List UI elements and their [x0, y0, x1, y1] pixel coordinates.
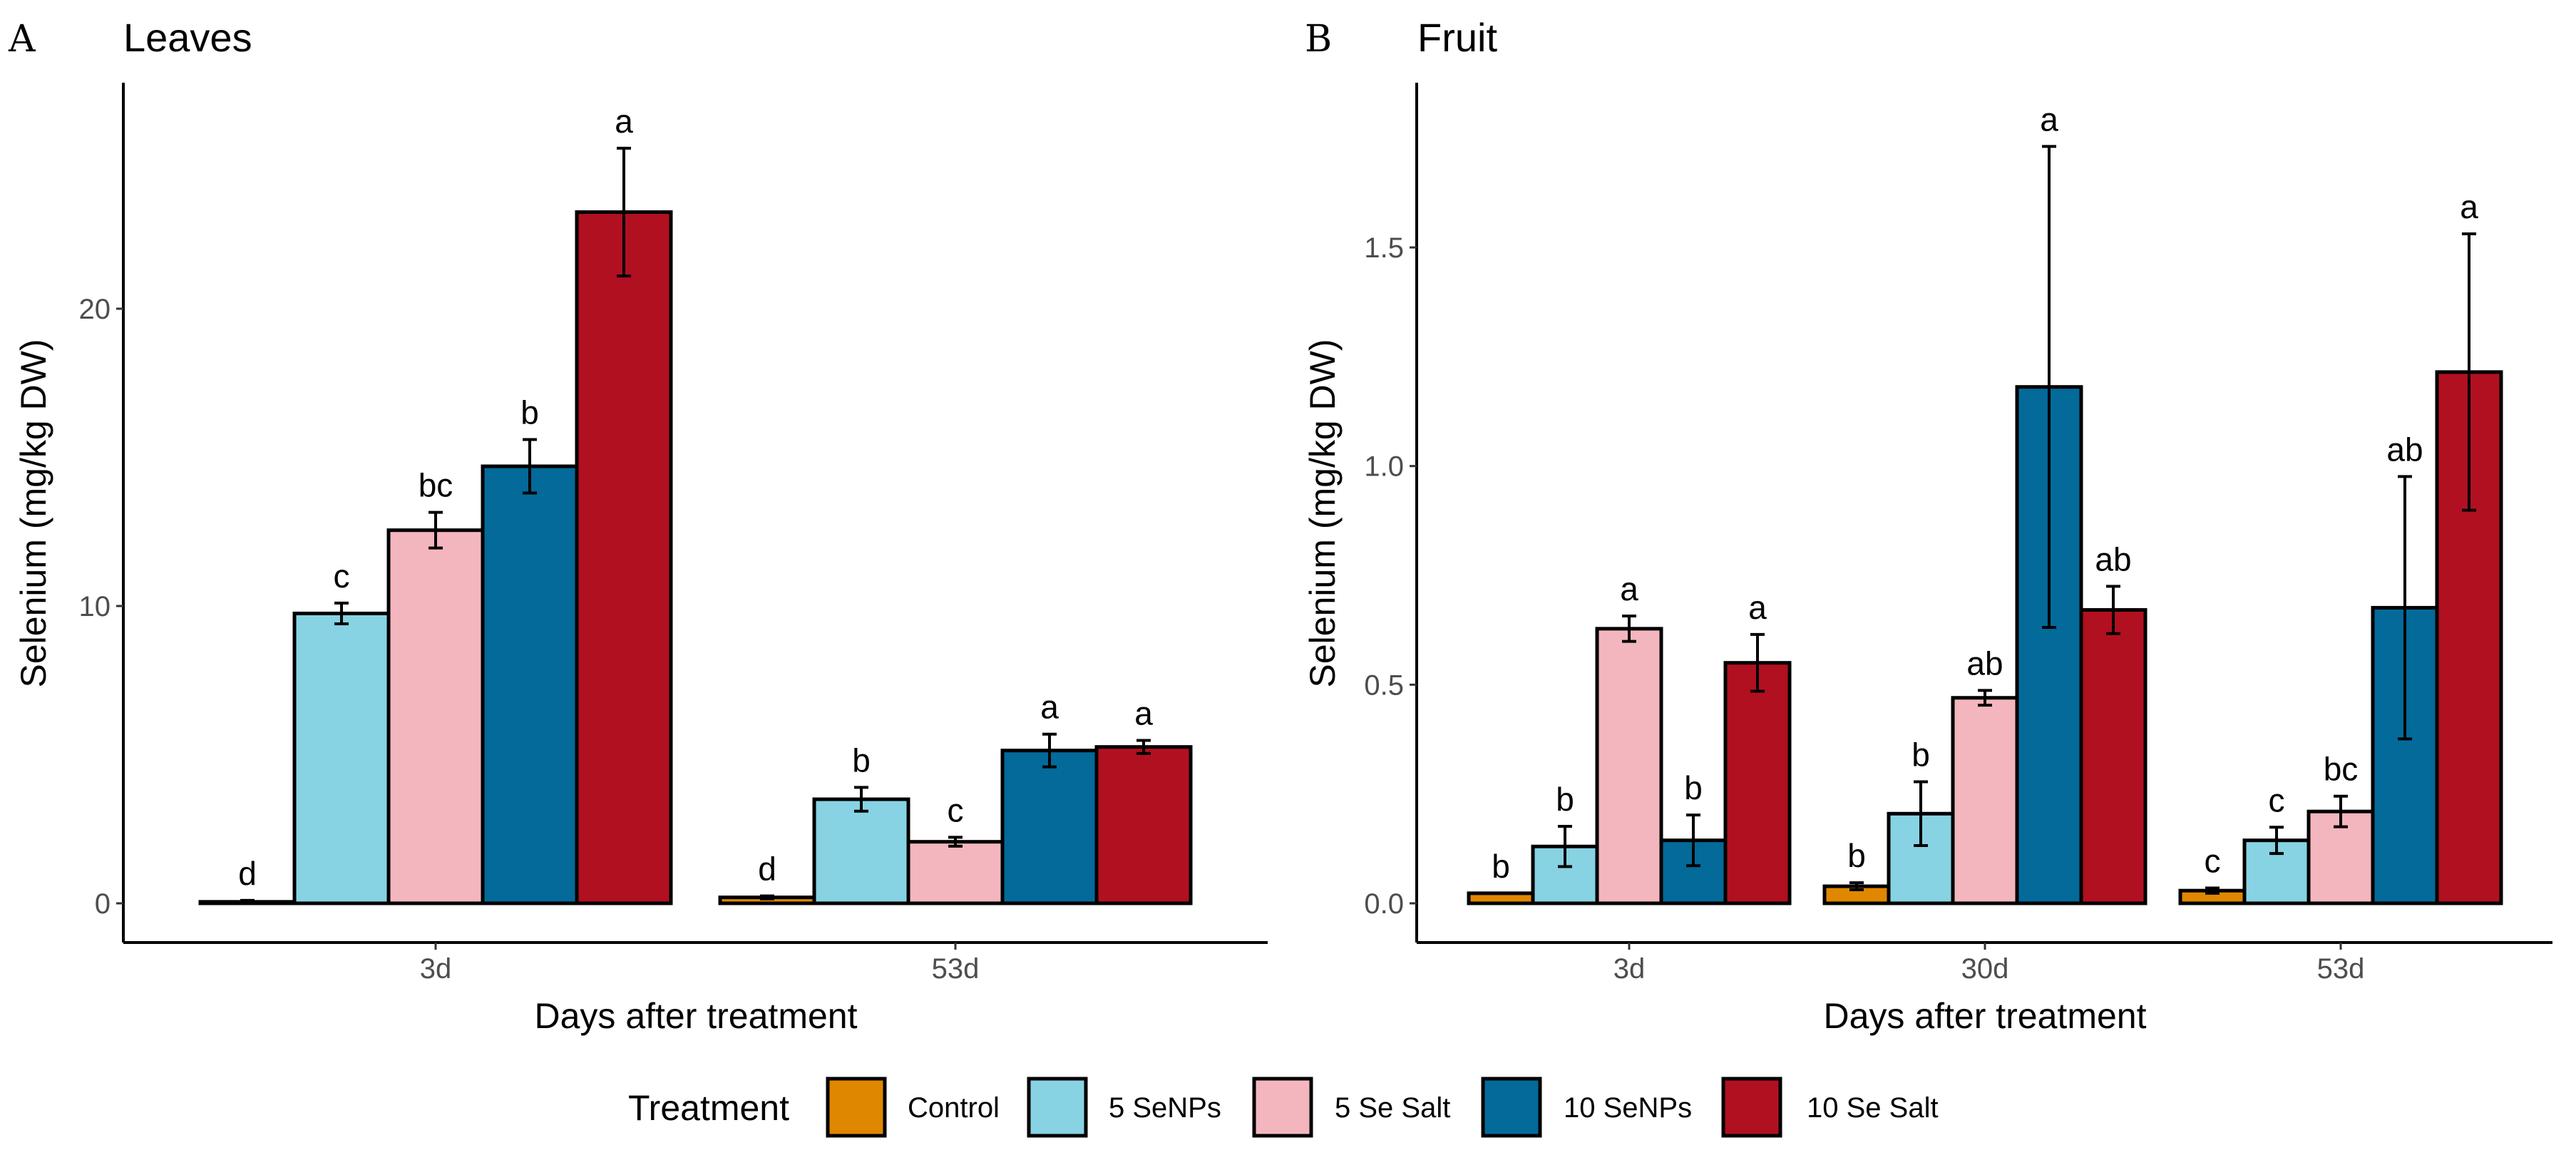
significance-letter: b [520, 394, 539, 431]
significance-letter: c [2269, 781, 2285, 818]
legend-label: 5 SeNPs [1109, 1092, 1221, 1124]
significance-letter: bc [2324, 751, 2359, 788]
significance-letter: b [1492, 848, 1510, 885]
significance-letter: ab [2095, 540, 2131, 577]
legend-swatch [1027, 1077, 1088, 1138]
significance-letter: a [1040, 689, 1059, 726]
significance-letter: bc [419, 467, 453, 504]
legend-swatch [826, 1077, 887, 1138]
significance-letter: b [1912, 736, 1930, 774]
panel-a-plot: 0 10 20 3d 53d d d c b bc c b a a a [79, 83, 1268, 985]
bar-5-senps [292, 611, 391, 905]
significance-letter: c [334, 558, 350, 595]
y-tick-label: 0.5 [1364, 669, 1404, 701]
bar-control [1467, 891, 1535, 905]
legend-label: Control [908, 1092, 1000, 1124]
panel-a-xlabel: Days after treatment [535, 996, 858, 1036]
x-tick-label: 53d [932, 953, 980, 985]
bar-5-senps [812, 797, 910, 905]
significance-letter: d [238, 855, 257, 892]
panel-a-ylabel: Selenium (mg/kg DW) [14, 339, 53, 688]
x-tick-label: 3d [1613, 953, 1646, 985]
significance-letter: b [1556, 781, 1574, 818]
legend-label: 10 Se Salt [1807, 1092, 1939, 1124]
significance-letter: c [948, 791, 964, 828]
significance-letter: b [852, 741, 871, 779]
x-tick-label: 30d [1961, 953, 2009, 985]
significance-letter: a [2460, 188, 2478, 225]
bar-5-se-salt [386, 528, 485, 905]
legend-title: Treatment [628, 1088, 789, 1128]
panel-a-letter: A [8, 18, 36, 61]
legend-label: 10 SeNPs [1564, 1092, 1692, 1124]
y-tick-label: 1.5 [1364, 232, 1404, 264]
significance-letter: a [615, 103, 633, 140]
legend-swatch [1481, 1077, 1542, 1138]
bar-10-senps [481, 464, 579, 905]
legend-swatch [1721, 1077, 1782, 1138]
x-tick-label: 53d [2317, 953, 2365, 985]
significance-letter: d [758, 851, 776, 888]
bar-10-se-salt [2079, 607, 2147, 905]
panel-a-title: Leaves [123, 15, 252, 60]
bar-5-se-salt [1951, 696, 2019, 905]
y-tick-label: 20 [79, 294, 111, 325]
bar-10-se-salt [1094, 745, 1193, 905]
panel-b-ylabel: Selenium (mg/kg DW) [1303, 339, 1343, 688]
significance-letter: a [2040, 101, 2058, 138]
panel-b-title: Fruit [1417, 15, 1497, 60]
bar-10-se-salt [575, 210, 673, 905]
significance-letter: ab [1966, 645, 2003, 682]
y-tick-label: 0 [95, 888, 111, 920]
bar-10-senps [1000, 749, 1099, 905]
y-tick-label: 10 [79, 591, 111, 622]
legend-swatch [1252, 1077, 1313, 1138]
panel-b-letter: B [1305, 18, 1332, 61]
bar-10-se-salt [1723, 661, 1792, 905]
panel-b-xlabel: Days after treatment [1824, 996, 2147, 1036]
significance-letter: b [1684, 769, 1703, 806]
significance-letter: a [1134, 694, 1153, 731]
bar-5-se-salt [1595, 627, 1663, 905]
significance-letter: ab [2386, 431, 2423, 468]
significance-letter: a [1748, 589, 1767, 626]
y-tick-label: 0.0 [1364, 888, 1404, 920]
significance-letter: b [1847, 837, 1866, 874]
y-tick-label: 1.0 [1364, 451, 1404, 483]
x-tick-label: 3d [420, 953, 452, 985]
bar-5-se-salt [906, 840, 1005, 905]
legend: Treatment Control 5 SeNPs 5 Se Salt 10 SeNP… [628, 1077, 1939, 1138]
significance-letter: a [1620, 570, 1638, 607]
significance-letter: c [2205, 843, 2221, 880]
legend-label: 5 Se Salt [1335, 1092, 1450, 1124]
